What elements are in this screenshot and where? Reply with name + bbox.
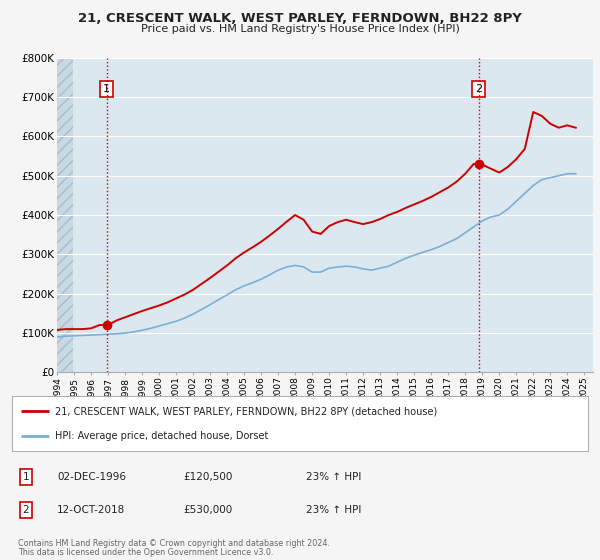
Text: 23% ↑ HPI: 23% ↑ HPI: [306, 472, 361, 482]
Text: Price paid vs. HM Land Registry's House Price Index (HPI): Price paid vs. HM Land Registry's House …: [140, 24, 460, 34]
Text: 21, CRESCENT WALK, WEST PARLEY, FERNDOWN, BH22 8PY: 21, CRESCENT WALK, WEST PARLEY, FERNDOWN…: [78, 12, 522, 25]
Text: Contains HM Land Registry data © Crown copyright and database right 2024.: Contains HM Land Registry data © Crown c…: [18, 539, 330, 548]
Text: 12-OCT-2018: 12-OCT-2018: [57, 505, 125, 515]
Bar: [57, 58, 73, 372]
Text: 1: 1: [22, 472, 29, 482]
Text: 21, CRESCENT WALK, WEST PARLEY, FERNDOWN, BH22 8PY (detached house): 21, CRESCENT WALK, WEST PARLEY, FERNDOWN…: [55, 406, 437, 416]
Text: 02-DEC-1996: 02-DEC-1996: [57, 472, 126, 482]
Text: £530,000: £530,000: [183, 505, 232, 515]
Text: 23% ↑ HPI: 23% ↑ HPI: [306, 505, 361, 515]
Text: 2: 2: [22, 505, 29, 515]
Text: This data is licensed under the Open Government Licence v3.0.: This data is licensed under the Open Gov…: [18, 548, 274, 557]
Text: 2: 2: [475, 84, 482, 94]
Text: 1: 1: [103, 84, 110, 94]
Text: HPI: Average price, detached house, Dorset: HPI: Average price, detached house, Dors…: [55, 431, 269, 441]
Text: £120,500: £120,500: [183, 472, 232, 482]
